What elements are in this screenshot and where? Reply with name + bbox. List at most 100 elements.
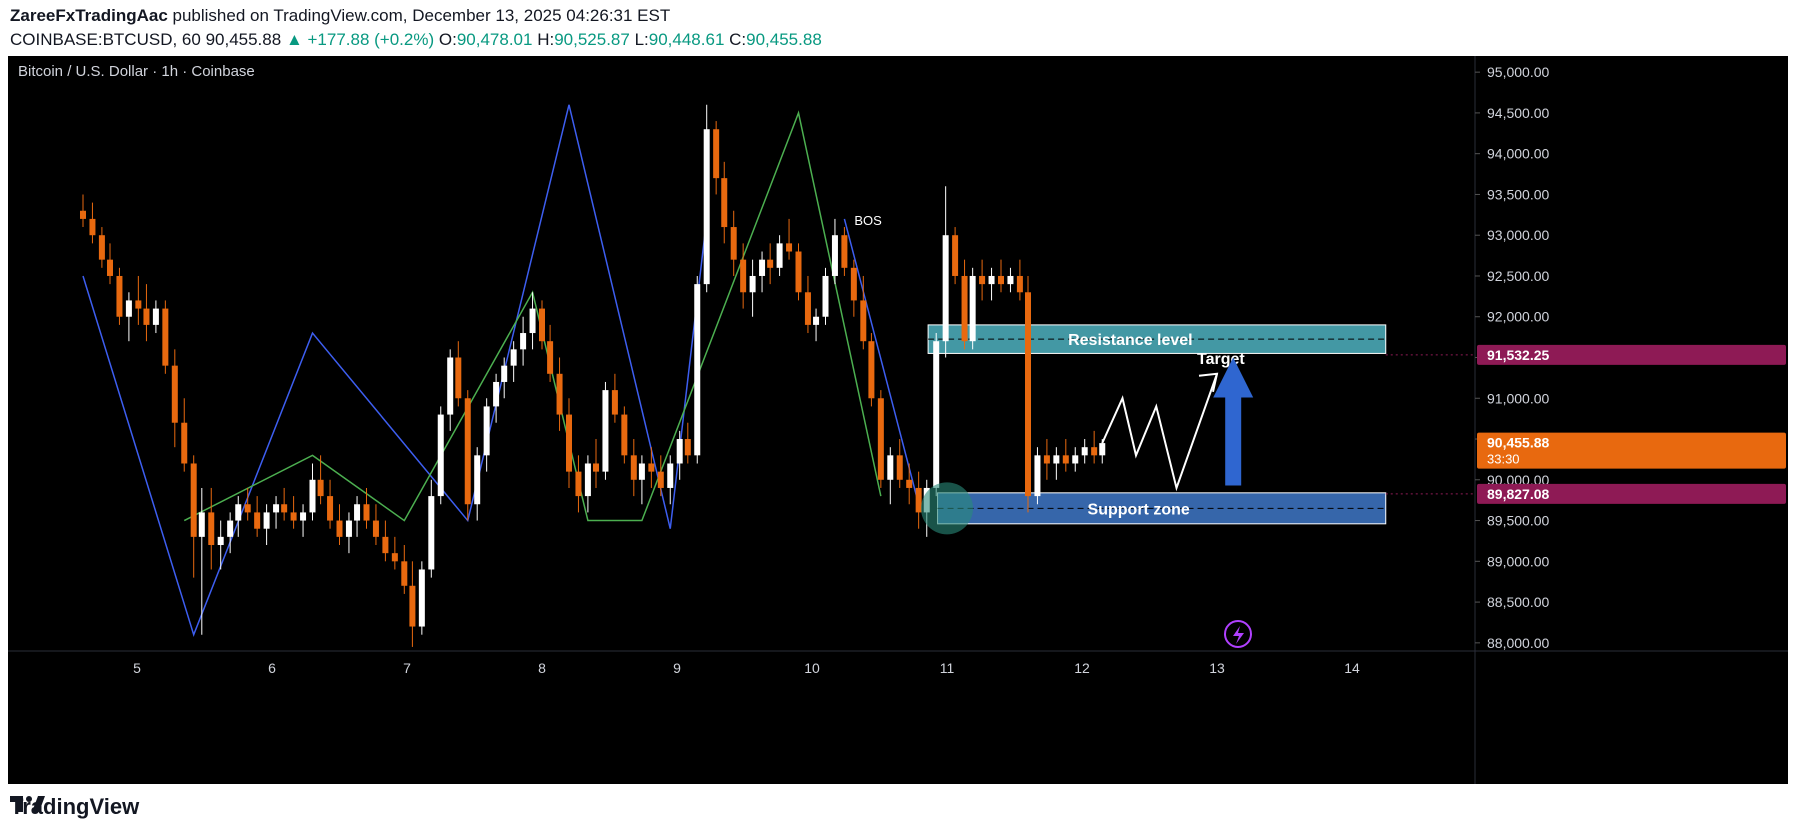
x-tick-label: 10	[804, 660, 820, 676]
candle-up	[300, 512, 307, 521]
candle-down	[841, 235, 848, 268]
chart-area[interactable]: Bitcoin / U.S. Dollar · 1h · Coinbase 95,…	[8, 56, 1788, 784]
candle-down	[906, 479, 913, 488]
candle-down	[116, 275, 123, 317]
candle-down	[566, 414, 572, 472]
resistance-label: Resistance level	[1068, 332, 1193, 349]
candle-down	[80, 210, 86, 219]
candle-up	[493, 381, 500, 407]
candle-up	[638, 463, 645, 480]
candle-down	[1025, 292, 1031, 497]
candle-down	[1062, 455, 1069, 464]
bos-label: BOS	[854, 213, 882, 228]
candle-up	[1081, 447, 1088, 456]
candle-up	[667, 463, 674, 488]
y-tick-label: 90,000.00	[1487, 472, 1549, 488]
lightning-bolt-icon	[1233, 626, 1244, 644]
y-tick-label: 91,000.00	[1487, 390, 1549, 406]
candle-down	[382, 536, 389, 554]
candle-down	[611, 390, 618, 415]
price-change: ▲ +177.88 (+0.2%)	[285, 30, 435, 49]
candle-down	[327, 496, 334, 521]
candle-down	[539, 308, 545, 342]
y-tick-label: 94,000.00	[1487, 146, 1549, 162]
candle-up	[887, 455, 894, 480]
candle-up	[988, 275, 995, 285]
open-value: 90,478.01	[456, 30, 533, 49]
close-value: 90,455.88	[746, 30, 822, 49]
candle-down	[896, 455, 903, 480]
candle-up	[510, 349, 517, 366]
candle-down	[850, 267, 857, 301]
candle-up	[217, 536, 224, 546]
candle-up	[354, 504, 361, 521]
candle-down	[281, 504, 288, 513]
chart-title: Bitcoin / U.S. Dollar · 1h · Coinbase	[18, 63, 255, 80]
candle-down	[171, 365, 178, 423]
support-touch-highlight	[921, 482, 973, 535]
candle-up	[309, 479, 316, 513]
candle-down	[181, 422, 188, 464]
candle-down	[979, 275, 986, 285]
candle-down	[804, 292, 811, 325]
x-tick-label: 8	[538, 660, 546, 676]
tradingview-logo-icon	[10, 796, 45, 812]
candle-up	[942, 235, 949, 342]
candle-down	[621, 414, 628, 456]
candle-down	[391, 553, 398, 562]
publish-info: ZareeFxTradingAac published on TradingVi…	[10, 6, 670, 26]
candle-up	[694, 284, 701, 456]
target-label: Target	[1197, 351, 1245, 368]
support-label: Support zone	[1088, 501, 1190, 518]
x-tick-label: 11	[940, 660, 955, 676]
symbol-info: COINBASE:BTCUSD, 60 90,455.88 ▲ +177.88 …	[10, 30, 822, 50]
candle-down	[372, 520, 379, 537]
candle-up	[345, 520, 352, 537]
candle-down	[464, 398, 471, 505]
candle-down	[208, 512, 215, 546]
price-chart[interactable]: Bitcoin / U.S. Dollar · 1h · Coinbase 95,…	[8, 56, 1788, 784]
candle-down	[1016, 275, 1023, 293]
candle-up	[703, 129, 710, 285]
x-tick-label: 6	[268, 660, 276, 676]
candle-down	[162, 308, 169, 366]
candle-down	[684, 439, 691, 456]
candle-up	[776, 243, 783, 268]
candle-down	[952, 235, 959, 276]
x-tick-label: 5	[133, 660, 141, 676]
x-tick-label: 12	[1074, 660, 1090, 676]
candle-up	[520, 333, 527, 350]
candle-down	[336, 520, 343, 537]
blue-wave-line-2	[843, 218, 920, 505]
y-tick-label: 93,000.00	[1487, 227, 1549, 243]
candle-up	[437, 414, 444, 497]
candle-down	[730, 227, 737, 260]
candle-up	[235, 504, 242, 521]
price-tag-countdown: 33:30	[1487, 452, 1520, 467]
price-axis[interactable]	[1475, 56, 1788, 784]
price-tag-label: 91,532.25	[1487, 347, 1549, 363]
candle-down	[1091, 447, 1098, 456]
y-tick-label: 94,500.00	[1487, 105, 1549, 121]
candle-up	[749, 275, 756, 293]
candle-down	[877, 398, 884, 480]
footer-brand: TradingView	[10, 794, 139, 820]
candle-down	[767, 259, 774, 268]
high-value: 90,525.87	[554, 30, 630, 49]
candle-down	[786, 243, 793, 252]
high-label: H:	[537, 30, 555, 49]
projection-arrowhead	[1198, 372, 1219, 393]
candle-up	[759, 259, 766, 276]
y-tick-label: 88,000.00	[1487, 635, 1549, 651]
x-tick-label: 14	[1344, 660, 1360, 676]
candle-up	[125, 300, 132, 317]
candle-down	[143, 308, 150, 325]
candle-down	[575, 471, 582, 497]
candle-down	[860, 300, 867, 342]
candle-up	[198, 512, 205, 537]
candle-up	[428, 496, 435, 570]
open-label: O:	[438, 30, 457, 49]
y-tick-label: 92,500.00	[1487, 268, 1549, 284]
lightning-icon[interactable]	[1224, 620, 1252, 648]
author-name: ZareeFxTradingAac	[10, 6, 168, 25]
